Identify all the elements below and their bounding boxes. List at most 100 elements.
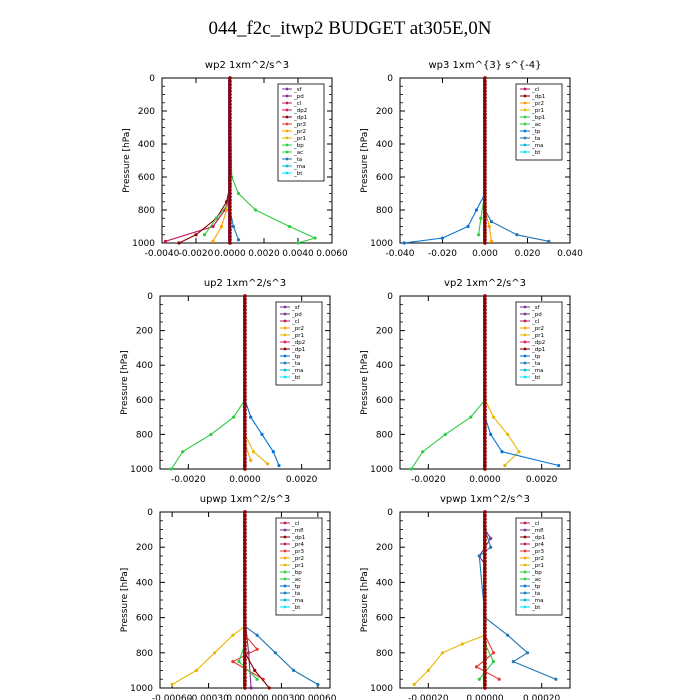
x-tick-label: 0.0000 — [469, 475, 501, 485]
data-point — [474, 665, 479, 669]
legend-marker — [285, 150, 289, 154]
data-point — [483, 304, 487, 309]
legend-box — [515, 517, 563, 616]
data-point — [483, 380, 487, 385]
series-line-dp1 — [170, 296, 246, 470]
data-point — [237, 660, 241, 664]
data-point — [477, 554, 481, 558]
legend-marker — [285, 129, 289, 133]
data-point — [243, 380, 247, 385]
legend-marker — [523, 312, 527, 316]
data-point — [483, 82, 487, 87]
data-point — [243, 370, 247, 374]
data-point — [483, 647, 487, 652]
data-point — [483, 429, 487, 433]
legend-marker — [523, 521, 527, 525]
data-point — [296, 241, 300, 245]
data-point — [243, 591, 247, 595]
legend-marker — [283, 535, 287, 539]
data-point — [483, 651, 487, 655]
data-point — [483, 524, 487, 528]
data-point — [243, 541, 247, 546]
x-tick-label: -0.00020 — [408, 694, 449, 700]
y-tick-label: 200 — [376, 543, 393, 553]
data-point — [483, 122, 487, 126]
data-point — [483, 112, 487, 117]
data-point — [412, 682, 416, 687]
legend-marker — [523, 122, 527, 126]
legend-label: _pr2 — [531, 326, 544, 332]
data-point — [483, 622, 487, 627]
legend-label: _ta — [291, 361, 300, 367]
legend-label: _pr2 — [291, 556, 304, 562]
legend-label: _dp1 — [531, 347, 545, 353]
data-point — [316, 682, 320, 687]
data-point — [483, 92, 487, 97]
y-tick-label: 200 — [136, 327, 153, 337]
y-tick-label: 0 — [387, 508, 393, 518]
data-point — [483, 520, 487, 525]
data-point — [243, 668, 247, 673]
data-point — [243, 580, 247, 585]
y-tick-label: 0 — [149, 74, 155, 84]
data-point — [483, 436, 487, 440]
x-tick-label: 0.00000 — [466, 694, 503, 700]
data-point — [483, 145, 487, 150]
legend-marker — [285, 171, 289, 175]
y-tick-label: 0 — [387, 74, 393, 84]
legend-marker — [283, 354, 287, 358]
data-point — [483, 241, 487, 245]
data-point — [483, 191, 487, 196]
data-point — [483, 398, 487, 402]
data-point — [287, 224, 292, 229]
data-point — [511, 660, 515, 664]
data-point — [243, 577, 247, 581]
legend-label: _ta — [293, 157, 302, 163]
data-point — [483, 555, 487, 560]
x-tick-label: 0.000 — [472, 249, 498, 259]
legend-marker — [523, 375, 527, 379]
data-point — [489, 536, 493, 541]
data-point — [483, 162, 487, 166]
data-point — [491, 415, 496, 419]
data-point — [243, 453, 247, 457]
data-point — [483, 446, 487, 451]
data-point — [243, 377, 247, 381]
data-point — [243, 679, 247, 683]
data-point — [243, 672, 247, 676]
data-point — [483, 76, 487, 80]
data-point — [243, 527, 247, 532]
data-point — [231, 633, 235, 637]
data-point — [483, 214, 487, 219]
data-point — [243, 622, 247, 627]
x-tick-label: 0.00020 — [523, 694, 560, 700]
data-point — [228, 181, 232, 186]
data-point — [249, 458, 253, 462]
y-tick-label: 400 — [376, 578, 393, 588]
legend-marker — [283, 375, 287, 379]
legend-marker — [283, 305, 287, 309]
data-point — [483, 415, 487, 419]
data-point — [483, 377, 487, 381]
data-point — [243, 570, 247, 574]
data-point — [243, 408, 247, 412]
data-point — [228, 162, 232, 166]
data-point — [483, 408, 487, 412]
data-point — [483, 318, 487, 323]
data-point — [483, 342, 487, 347]
legend-marker — [283, 319, 287, 323]
legend-label: _pr2 — [293, 129, 306, 135]
data-point — [243, 304, 247, 309]
y-tick-label: 0 — [147, 292, 153, 302]
data-point — [243, 398, 247, 402]
data-point — [228, 158, 232, 163]
legend-label: _mfl — [291, 528, 304, 534]
legend-label: _dp2 — [291, 340, 305, 346]
legend-marker — [523, 115, 527, 119]
data-point — [483, 311, 487, 316]
y-axis-label: Pressure [hPa] — [360, 350, 370, 415]
data-point — [243, 548, 247, 553]
legend-label: _tp — [531, 129, 541, 135]
legend-marker — [523, 143, 527, 147]
x-tick-label: -0.0020 — [179, 249, 214, 259]
